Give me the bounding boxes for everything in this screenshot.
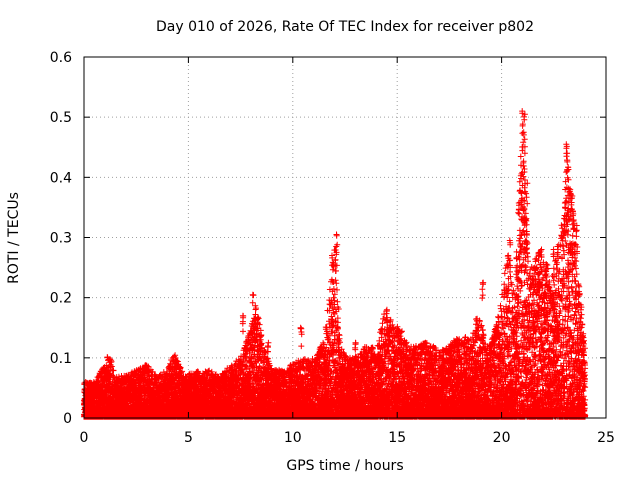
y-tick-label: 0.1 bbox=[50, 351, 72, 367]
x-tick-label: 5 bbox=[184, 430, 193, 446]
axis-ticks bbox=[83, 56, 607, 419]
x-axis-label: GPS time / hours bbox=[286, 458, 403, 474]
x-tick-label: 20 bbox=[493, 430, 511, 446]
y-tick-label: 0.6 bbox=[50, 50, 72, 66]
x-tick-label: 0 bbox=[80, 430, 89, 446]
roti-points bbox=[81, 108, 589, 420]
y-tick-label: 0.2 bbox=[50, 291, 72, 307]
x-tick-label: 10 bbox=[284, 430, 302, 446]
y-tick-label: 0.3 bbox=[50, 231, 72, 247]
y-tick-label: 0.4 bbox=[50, 170, 72, 186]
x-tick-label: 15 bbox=[388, 430, 406, 446]
y-tick-label: 0.5 bbox=[50, 110, 72, 126]
x-tick-labels: 0 5 10 15 20 25 bbox=[80, 430, 615, 446]
y-tick-label: 0 bbox=[63, 411, 72, 427]
y-tick-labels: 0 0.1 0.2 0.3 0.4 0.5 0.6 bbox=[50, 50, 72, 427]
data-points bbox=[81, 108, 589, 420]
chart-title: Day 010 of 2026, Rate Of TEC Index for r… bbox=[156, 19, 534, 35]
y-axis-label: ROTI / TECUs bbox=[6, 192, 22, 284]
x-tick-label: 25 bbox=[597, 430, 615, 446]
